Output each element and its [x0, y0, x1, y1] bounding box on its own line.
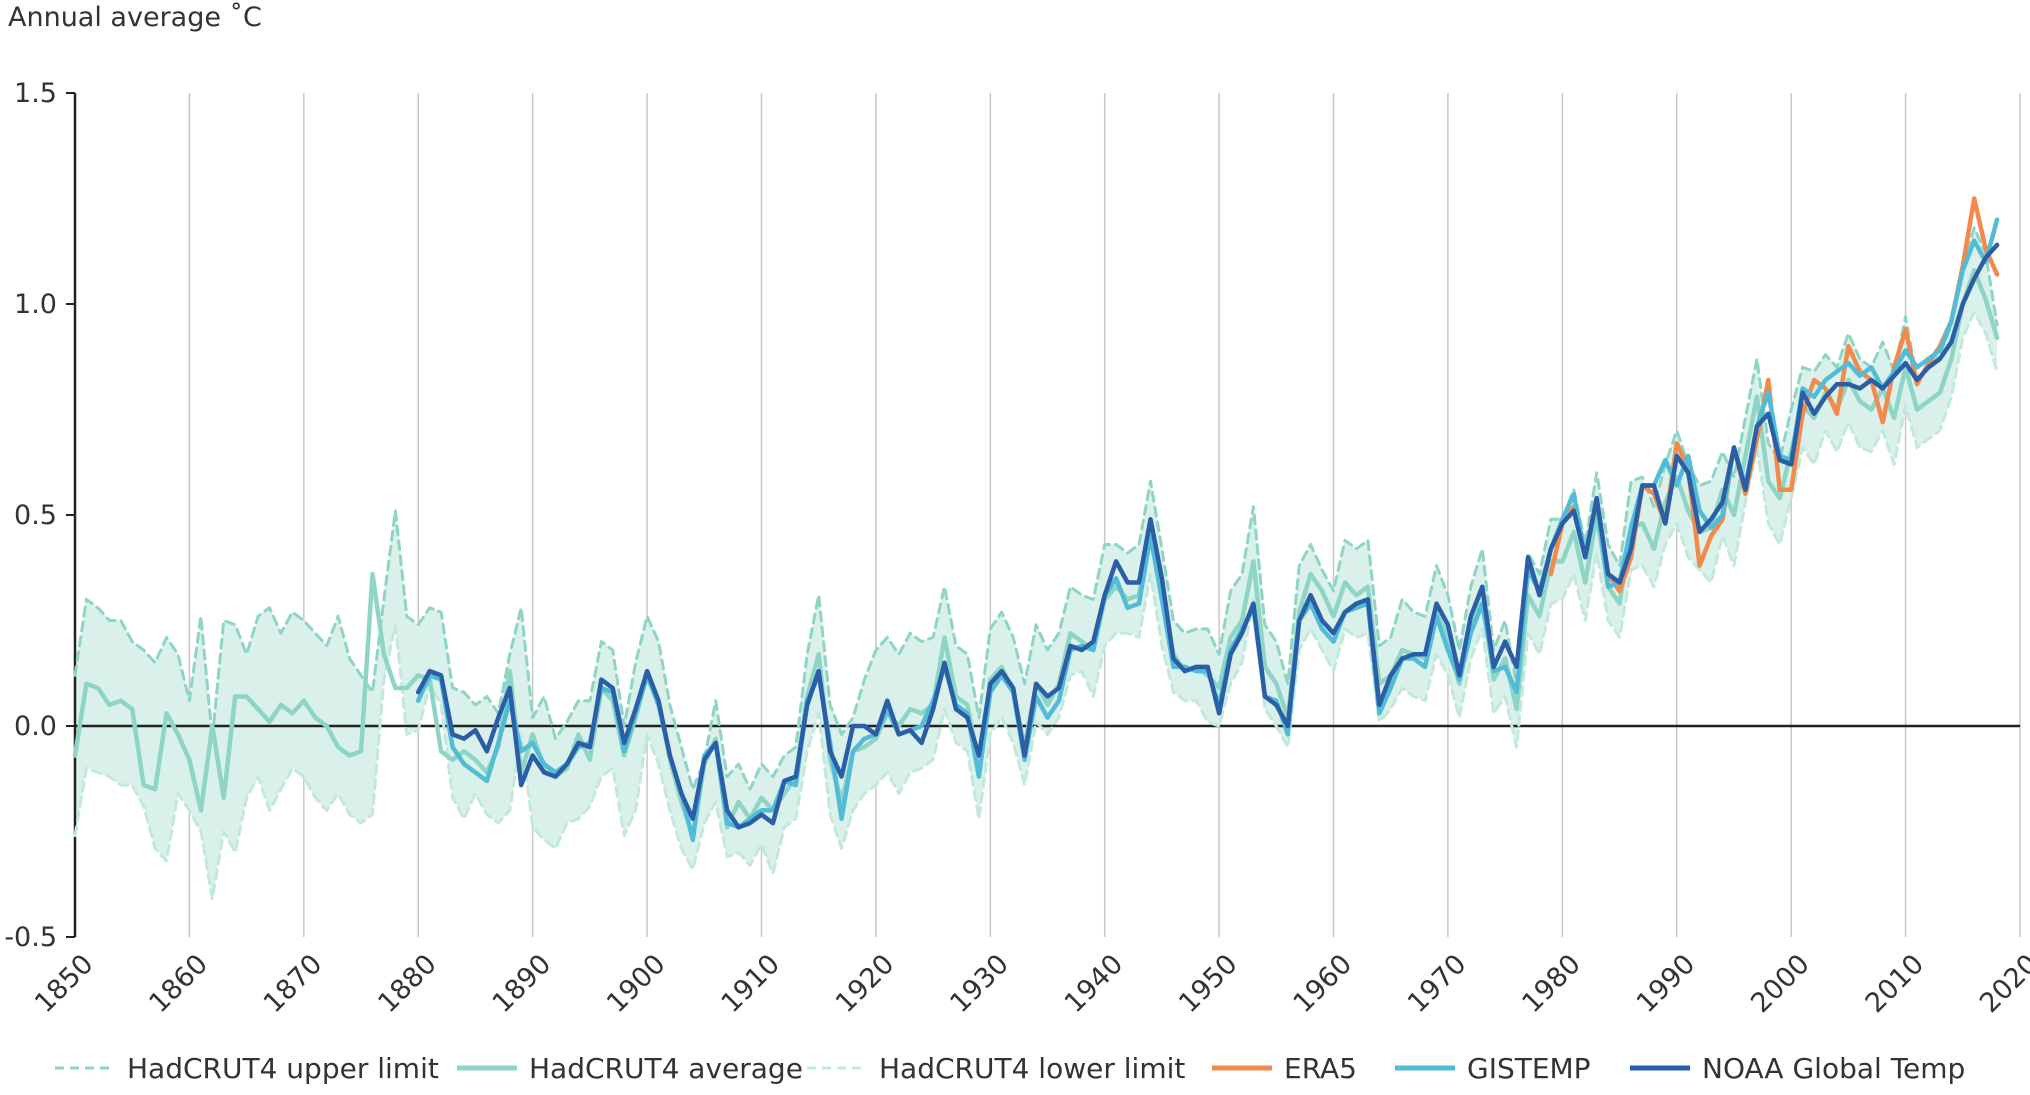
- series-line-noaa: [415, 242, 2000, 830]
- x-tick-labels: 1850 1860 1870 1880 1890 1900 1910 1920 1930 1940…: [29, 949, 2030, 1020]
- x-tick-label: 1900: [601, 949, 672, 1020]
- x-tick-label: 1970: [1402, 949, 1473, 1020]
- x-tick-label: 1850: [29, 949, 100, 1020]
- x-tick-label: 2000: [1745, 949, 1816, 1020]
- y-tick-label: 1.0: [14, 289, 57, 320]
- x-tick-label: 1940: [1059, 949, 1130, 1020]
- x-tick-label: 1920: [830, 949, 901, 1020]
- legend-label: HadCRUT4 lower limit: [879, 1052, 1185, 1085]
- x-tick-label: 1990: [1631, 949, 1702, 1020]
- y-axis-label: Annual average ˚C: [8, 2, 262, 33]
- x-tick-label: 1980: [1516, 949, 1587, 1020]
- x-tick-label: 2020: [1974, 949, 2030, 1020]
- legend-label: HadCRUT4 average: [529, 1052, 803, 1085]
- x-tick-label: 1950: [1173, 949, 1244, 1020]
- x-tick-label: 1930: [944, 949, 1015, 1020]
- legend-label: HadCRUT4 upper limit: [127, 1052, 439, 1085]
- y-tick-label: 1.5: [14, 78, 57, 109]
- x-tick-label: 1860: [143, 949, 214, 1020]
- x-tick-label: 1890: [487, 949, 558, 1020]
- band-fill: [75, 228, 1998, 899]
- series-line-hadcrut4-lower: [73, 310, 1999, 901]
- legend-label: NOAA Global Temp: [1702, 1052, 1965, 1085]
- y-tick-label: 0.5: [14, 500, 57, 531]
- legend-label: ERA5: [1284, 1052, 1357, 1085]
- y-tick-labels: 1.5 1.0 0.5 0.0 -0.5: [4, 78, 75, 953]
- x-tick-label: 1880: [372, 949, 443, 1020]
- x-tick-label: 1960: [1288, 949, 1359, 1020]
- y-tick-label: 0.0: [14, 711, 57, 742]
- x-tick-label: 2010: [1860, 949, 1931, 1020]
- legend-label: GISTEMP: [1467, 1052, 1591, 1085]
- x-tick-label: 1910: [715, 949, 786, 1020]
- legend: HadCRUT4 upper limit HadCRUT4 average HadC…: [55, 1052, 1965, 1085]
- y-tick-label: -0.5: [4, 922, 57, 953]
- series-line-hadcrut4-upper: [73, 226, 1999, 791]
- hadcrut4-uncertainty-band: [75, 228, 1998, 899]
- x-tick-label: 1870: [258, 949, 329, 1020]
- series-lines: [72, 196, 2000, 901]
